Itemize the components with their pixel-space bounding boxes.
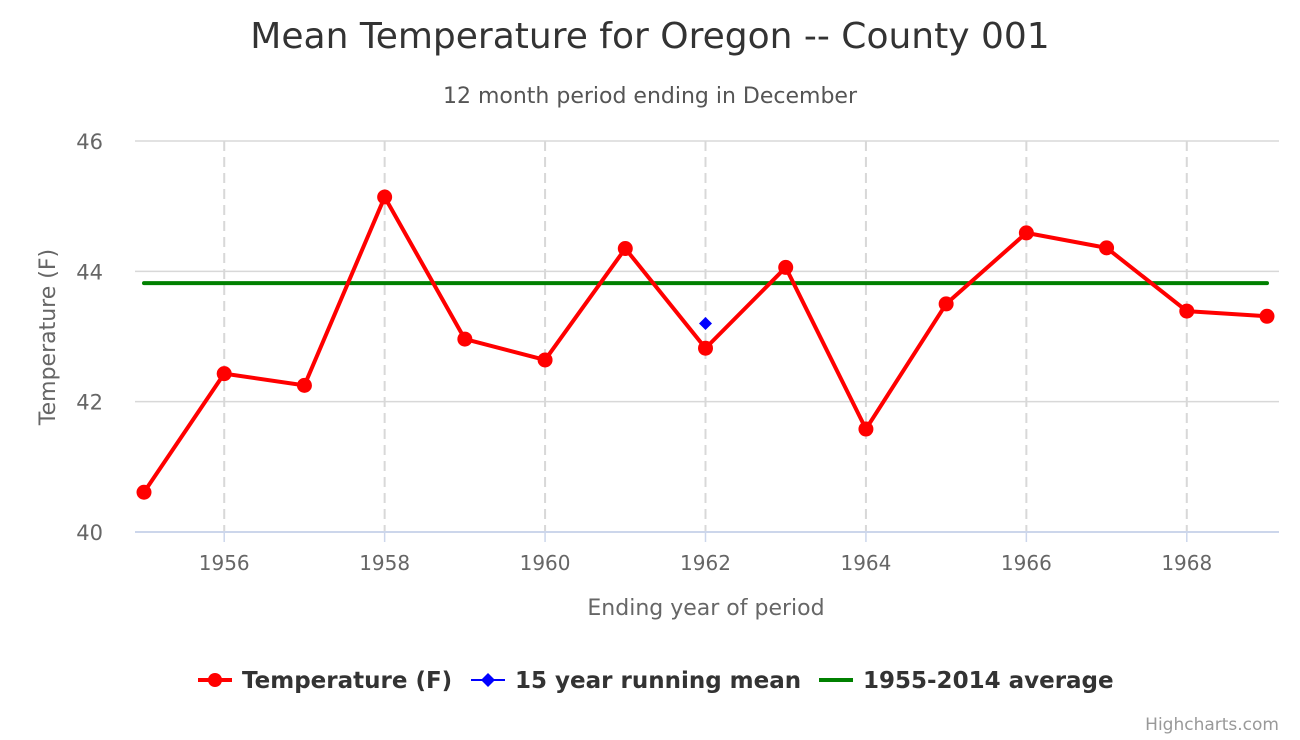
data-point[interactable]: [377, 189, 393, 205]
data-point[interactable]: [457, 331, 473, 347]
data-point[interactable]: [216, 366, 232, 382]
legend-symbol-marker: [208, 673, 222, 687]
y-tick-label: 44: [76, 260, 103, 284]
chart-title: Mean Temperature for Oregon -- County 00…: [250, 16, 1049, 57]
data-point[interactable]: [778, 259, 794, 275]
x-tick-label: 1960: [520, 551, 571, 575]
chart-subtitle: 12 month period ending in December: [443, 84, 858, 109]
series-15-year-running-mean: [699, 316, 712, 330]
x-tick-label: 1964: [840, 551, 891, 575]
series-layer: [136, 189, 1275, 500]
x-tick-label: 1956: [199, 551, 250, 575]
data-point[interactable]: [938, 296, 954, 312]
legend-symbol-marker: [481, 673, 495, 687]
data-point[interactable]: [296, 377, 312, 393]
data-point[interactable]: [698, 340, 713, 356]
grid-lines: [135, 140, 1279, 532]
legend-label: 15 year running mean: [515, 668, 801, 694]
data-point[interactable]: [1259, 308, 1275, 324]
legend-item-temperature-f-[interactable]: Temperature (F): [198, 668, 452, 694]
data-point[interactable]: [1099, 240, 1115, 256]
x-tick-label: 1968: [1161, 551, 1212, 575]
legend-label: 1955-2014 average: [863, 668, 1114, 694]
credits-link[interactable]: Highcharts.com: [1145, 715, 1279, 735]
y-tick-label: 40: [76, 521, 103, 545]
y-axis-title: Temperature (F): [36, 249, 61, 426]
legend: Temperature (F) 15 year running mean 1955-…: [198, 668, 1114, 694]
y-tick-label: 42: [76, 391, 103, 415]
y-tick-label: 46: [76, 130, 103, 154]
axes: 40 42 44 46 1956 1958 1960 1962 1964 1966 1968: [76, 130, 1279, 575]
x-tick-label: 1962: [680, 551, 731, 575]
data-point[interactable]: [537, 352, 553, 368]
data-point[interactable]: [136, 484, 152, 500]
legend-item-1955-2014-average[interactable]: 1955-2014 average: [819, 668, 1114, 694]
legend-label: Temperature (F): [242, 668, 452, 694]
data-point[interactable]: [858, 421, 874, 437]
series-temperature-f-: [136, 189, 1275, 500]
data-point[interactable]: [699, 316, 712, 330]
data-point[interactable]: [1179, 303, 1195, 319]
x-axis-title: Ending year of period: [587, 596, 824, 621]
data-point[interactable]: [1018, 225, 1034, 241]
data-point[interactable]: [617, 241, 633, 257]
x-tick-label: 1966: [1001, 551, 1052, 575]
x-tick-label: 1958: [359, 551, 410, 575]
legend-item-15-year-running-mean[interactable]: 15 year running mean: [471, 668, 801, 694]
